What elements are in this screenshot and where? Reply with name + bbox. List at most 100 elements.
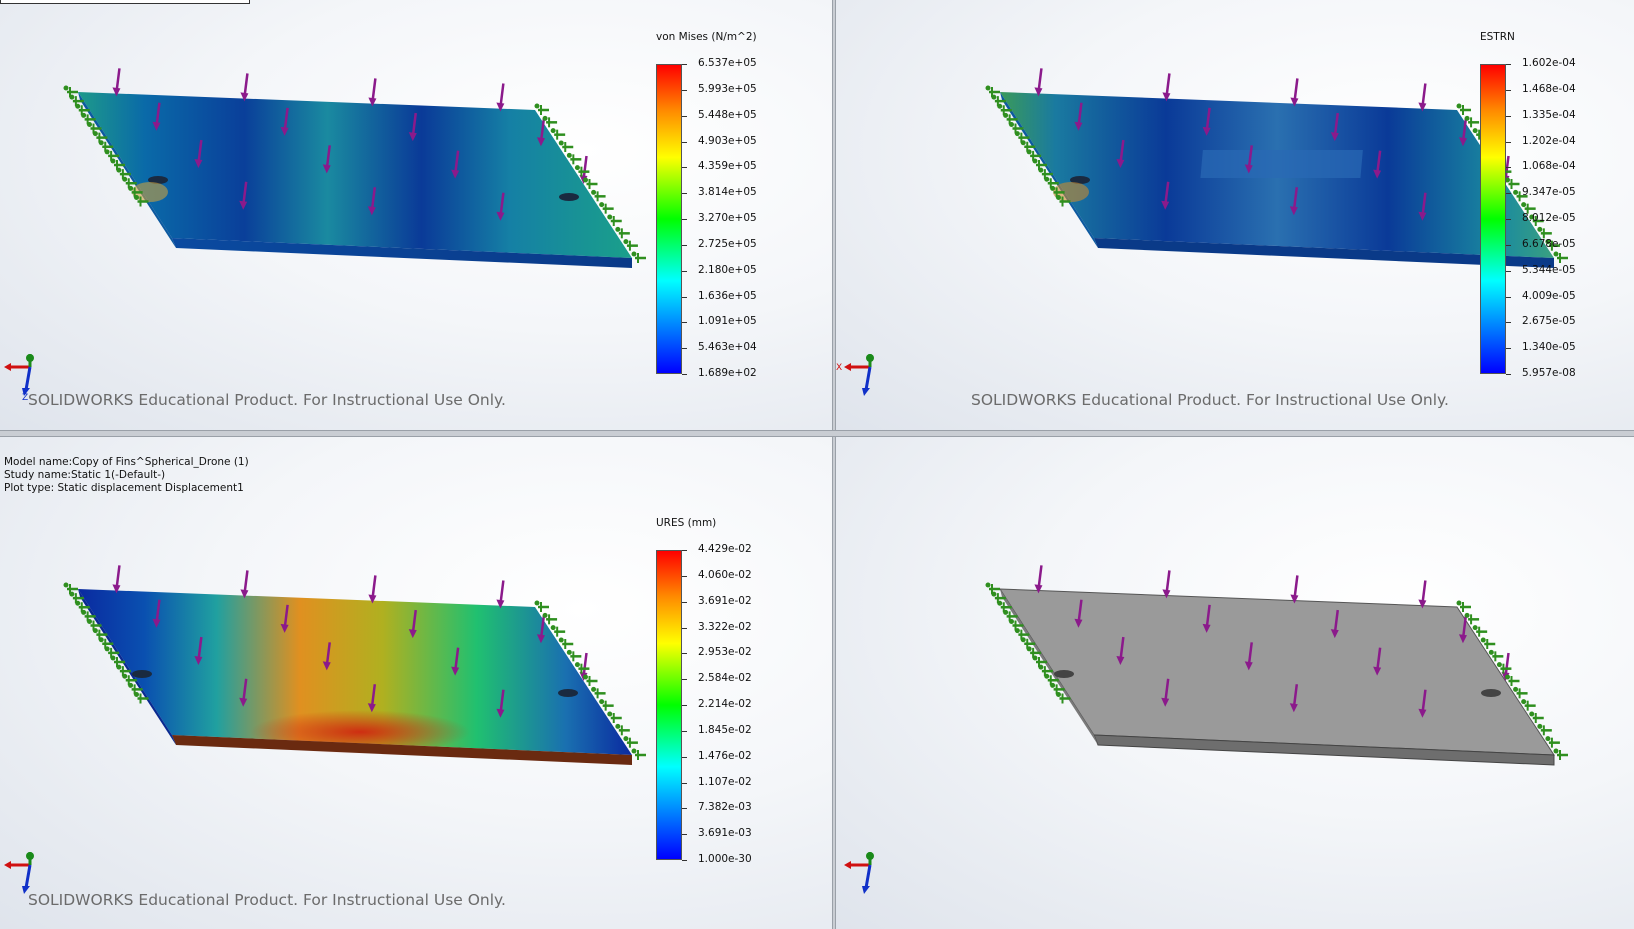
fixture-icon — [110, 655, 125, 667]
fixture-icon — [75, 103, 90, 116]
fixture-icon — [1464, 115, 1480, 128]
svg-text:X: X — [836, 363, 842, 373]
load-arrow-icon — [152, 102, 161, 131]
plate-front-edge — [1094, 238, 1554, 268]
fixture-icon — [1014, 131, 1030, 143]
legend-tick — [1506, 89, 1511, 91]
study-name: Study name:Static 1(-Default-) — [4, 469, 166, 481]
load-arrow-icon — [496, 83, 505, 112]
legend-tick — [682, 782, 687, 784]
fixture-icon — [75, 600, 90, 613]
legend-color-bar — [656, 550, 682, 860]
displacement-plate-model[interactable] — [0, 437, 832, 929]
fixture-icon — [1038, 664, 1053, 677]
viewport-model-view[interactable] — [836, 437, 1634, 929]
plate-top-face — [78, 589, 632, 755]
legend-value-label: 2.953e-02 — [698, 646, 752, 659]
legend-value-label: 1.340e-05 — [1522, 341, 1576, 354]
fixture-icon — [534, 600, 549, 612]
load-arrow-icon — [280, 107, 289, 136]
viewport-divider-vertical[interactable] — [832, 0, 836, 929]
axis-triad[interactable]: Z — [2, 352, 42, 402]
fixture-icon — [623, 239, 638, 251]
legend-value-label: 1.068e-04 — [1522, 160, 1576, 173]
legend-tick — [1506, 141, 1511, 143]
load-arrow-icon — [1373, 647, 1382, 676]
legend-title: URES (mm) — [656, 517, 717, 529]
plain-plate-model[interactable] — [836, 437, 1634, 929]
legend-tick — [1506, 115, 1511, 117]
viewport-strain-plot[interactable]: ESTRN X SOLIDWORKS Educational Product. … — [836, 0, 1634, 430]
load-arrow-icon — [152, 599, 161, 628]
fixture-icon — [1038, 167, 1053, 180]
legend-tick — [682, 193, 687, 195]
load-arrow-icon — [1289, 684, 1299, 713]
fixture-symbols — [63, 582, 646, 760]
fixture-icon — [591, 686, 606, 699]
legend-tick — [682, 141, 687, 143]
model-info: Model name:Copy of Fins^Spherical_Drone … — [4, 456, 249, 495]
fixture-icon — [583, 177, 598, 189]
fixture-icon — [534, 103, 549, 115]
load-arrow-icon — [451, 150, 460, 179]
legend-tick — [1506, 270, 1511, 272]
plot-type: Plot type: Static displacement Displacem… — [4, 482, 244, 494]
fixture-icon — [1456, 103, 1471, 115]
load-arrow-icon — [194, 139, 203, 169]
viewport-divider-horizontal[interactable] — [0, 430, 1634, 437]
fixture-icon — [98, 140, 114, 152]
fixture-icon — [558, 140, 574, 152]
hole-left — [1070, 176, 1090, 184]
legend-value-label: 5.957e-08 — [1522, 367, 1576, 379]
legend-tick — [682, 756, 687, 758]
viewport-displacement-plot[interactable]: Model name:Copy of Fins^Spherical_Drone … — [0, 437, 832, 929]
viewport-stress-plot[interactable]: von Mises (N/m^2) Z SOLIDWORKS Education… — [0, 0, 832, 430]
load-arrow-icon — [1244, 642, 1253, 671]
hole-left — [1054, 670, 1074, 678]
load-arrow-icon — [1074, 102, 1083, 131]
legend-tick — [682, 322, 687, 324]
load-arrow-icon — [1162, 73, 1171, 102]
fixture-icon — [997, 103, 1012, 116]
stress-plate-model[interactable] — [0, 0, 832, 430]
load-arrow-icon — [536, 615, 546, 644]
watermark-text: SOLIDWORKS Educational Product. For Inst… — [28, 891, 506, 909]
info-box-edge — [0, 0, 250, 4]
fixture-icon — [1513, 189, 1528, 202]
fixture-icon — [1505, 177, 1520, 189]
legend-tick — [1506, 244, 1511, 246]
axis-triad[interactable] — [2, 850, 42, 900]
fixture-icon — [1545, 239, 1560, 251]
legend-value-label: 2.214e-02 — [698, 698, 752, 710]
legend-value-label: 3.691e-03 — [698, 827, 752, 840]
fixture-icon — [92, 628, 108, 640]
fixture-icon — [1032, 158, 1047, 170]
plate-left-edge — [1000, 92, 1098, 248]
watermark-text: SOLIDWORKS Educational Product. For Inst… — [28, 391, 506, 409]
plate-top-face — [999, 588, 1555, 756]
fixture-icon — [607, 711, 622, 723]
legend-value-label: 1.468e-04 — [1522, 82, 1576, 95]
fixture-icon — [110, 158, 125, 170]
legend-tick — [682, 219, 687, 220]
fixture-icon — [1003, 112, 1018, 125]
axis-triad[interactable]: X — [836, 352, 880, 402]
legend-tick — [682, 167, 687, 169]
load-arrow-icon — [1290, 575, 1299, 604]
load-arrow-icon — [1034, 68, 1043, 97]
fixture-icon — [87, 619, 102, 631]
legend-value-label: 4.359e+05 — [698, 160, 757, 173]
load-arrow-icon — [112, 68, 121, 97]
load-arrow-icon — [239, 181, 248, 210]
fixture-icon — [1521, 699, 1536, 711]
load-arrow-icon — [280, 604, 289, 633]
load-arrow-icon — [239, 678, 248, 707]
strain-plate-model[interactable] — [836, 0, 1634, 430]
fixture-icon — [550, 625, 566, 637]
legend-tick — [682, 627, 687, 629]
axis-triad[interactable] — [836, 850, 880, 900]
load-arrow-icon — [496, 689, 505, 718]
legend-tick — [682, 374, 687, 375]
legend-value-label: 9.347e-05 — [1522, 186, 1576, 199]
fixture-symbols — [63, 85, 646, 263]
